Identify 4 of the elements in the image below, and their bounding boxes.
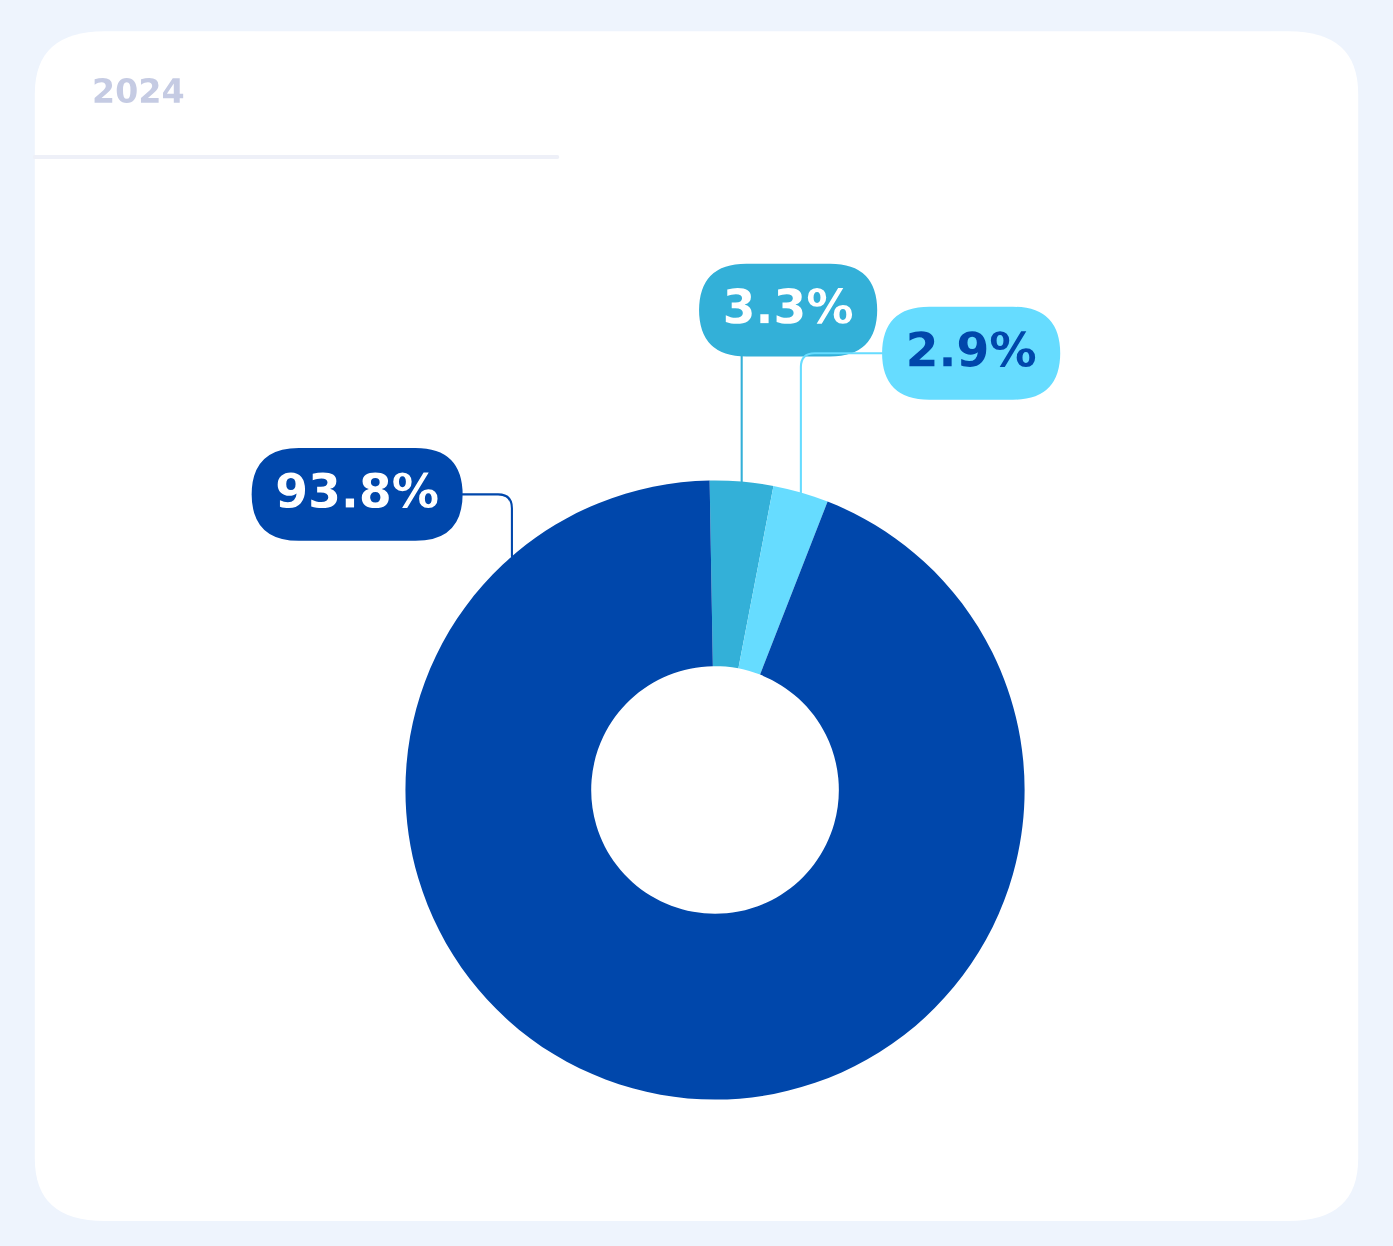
data-label: 2.9%	[909, 331, 1036, 367]
data-label: 93.8%	[277, 472, 438, 509]
chart-title: 2024	[94, 77, 184, 104]
data-label: 3.3%	[725, 288, 853, 324]
